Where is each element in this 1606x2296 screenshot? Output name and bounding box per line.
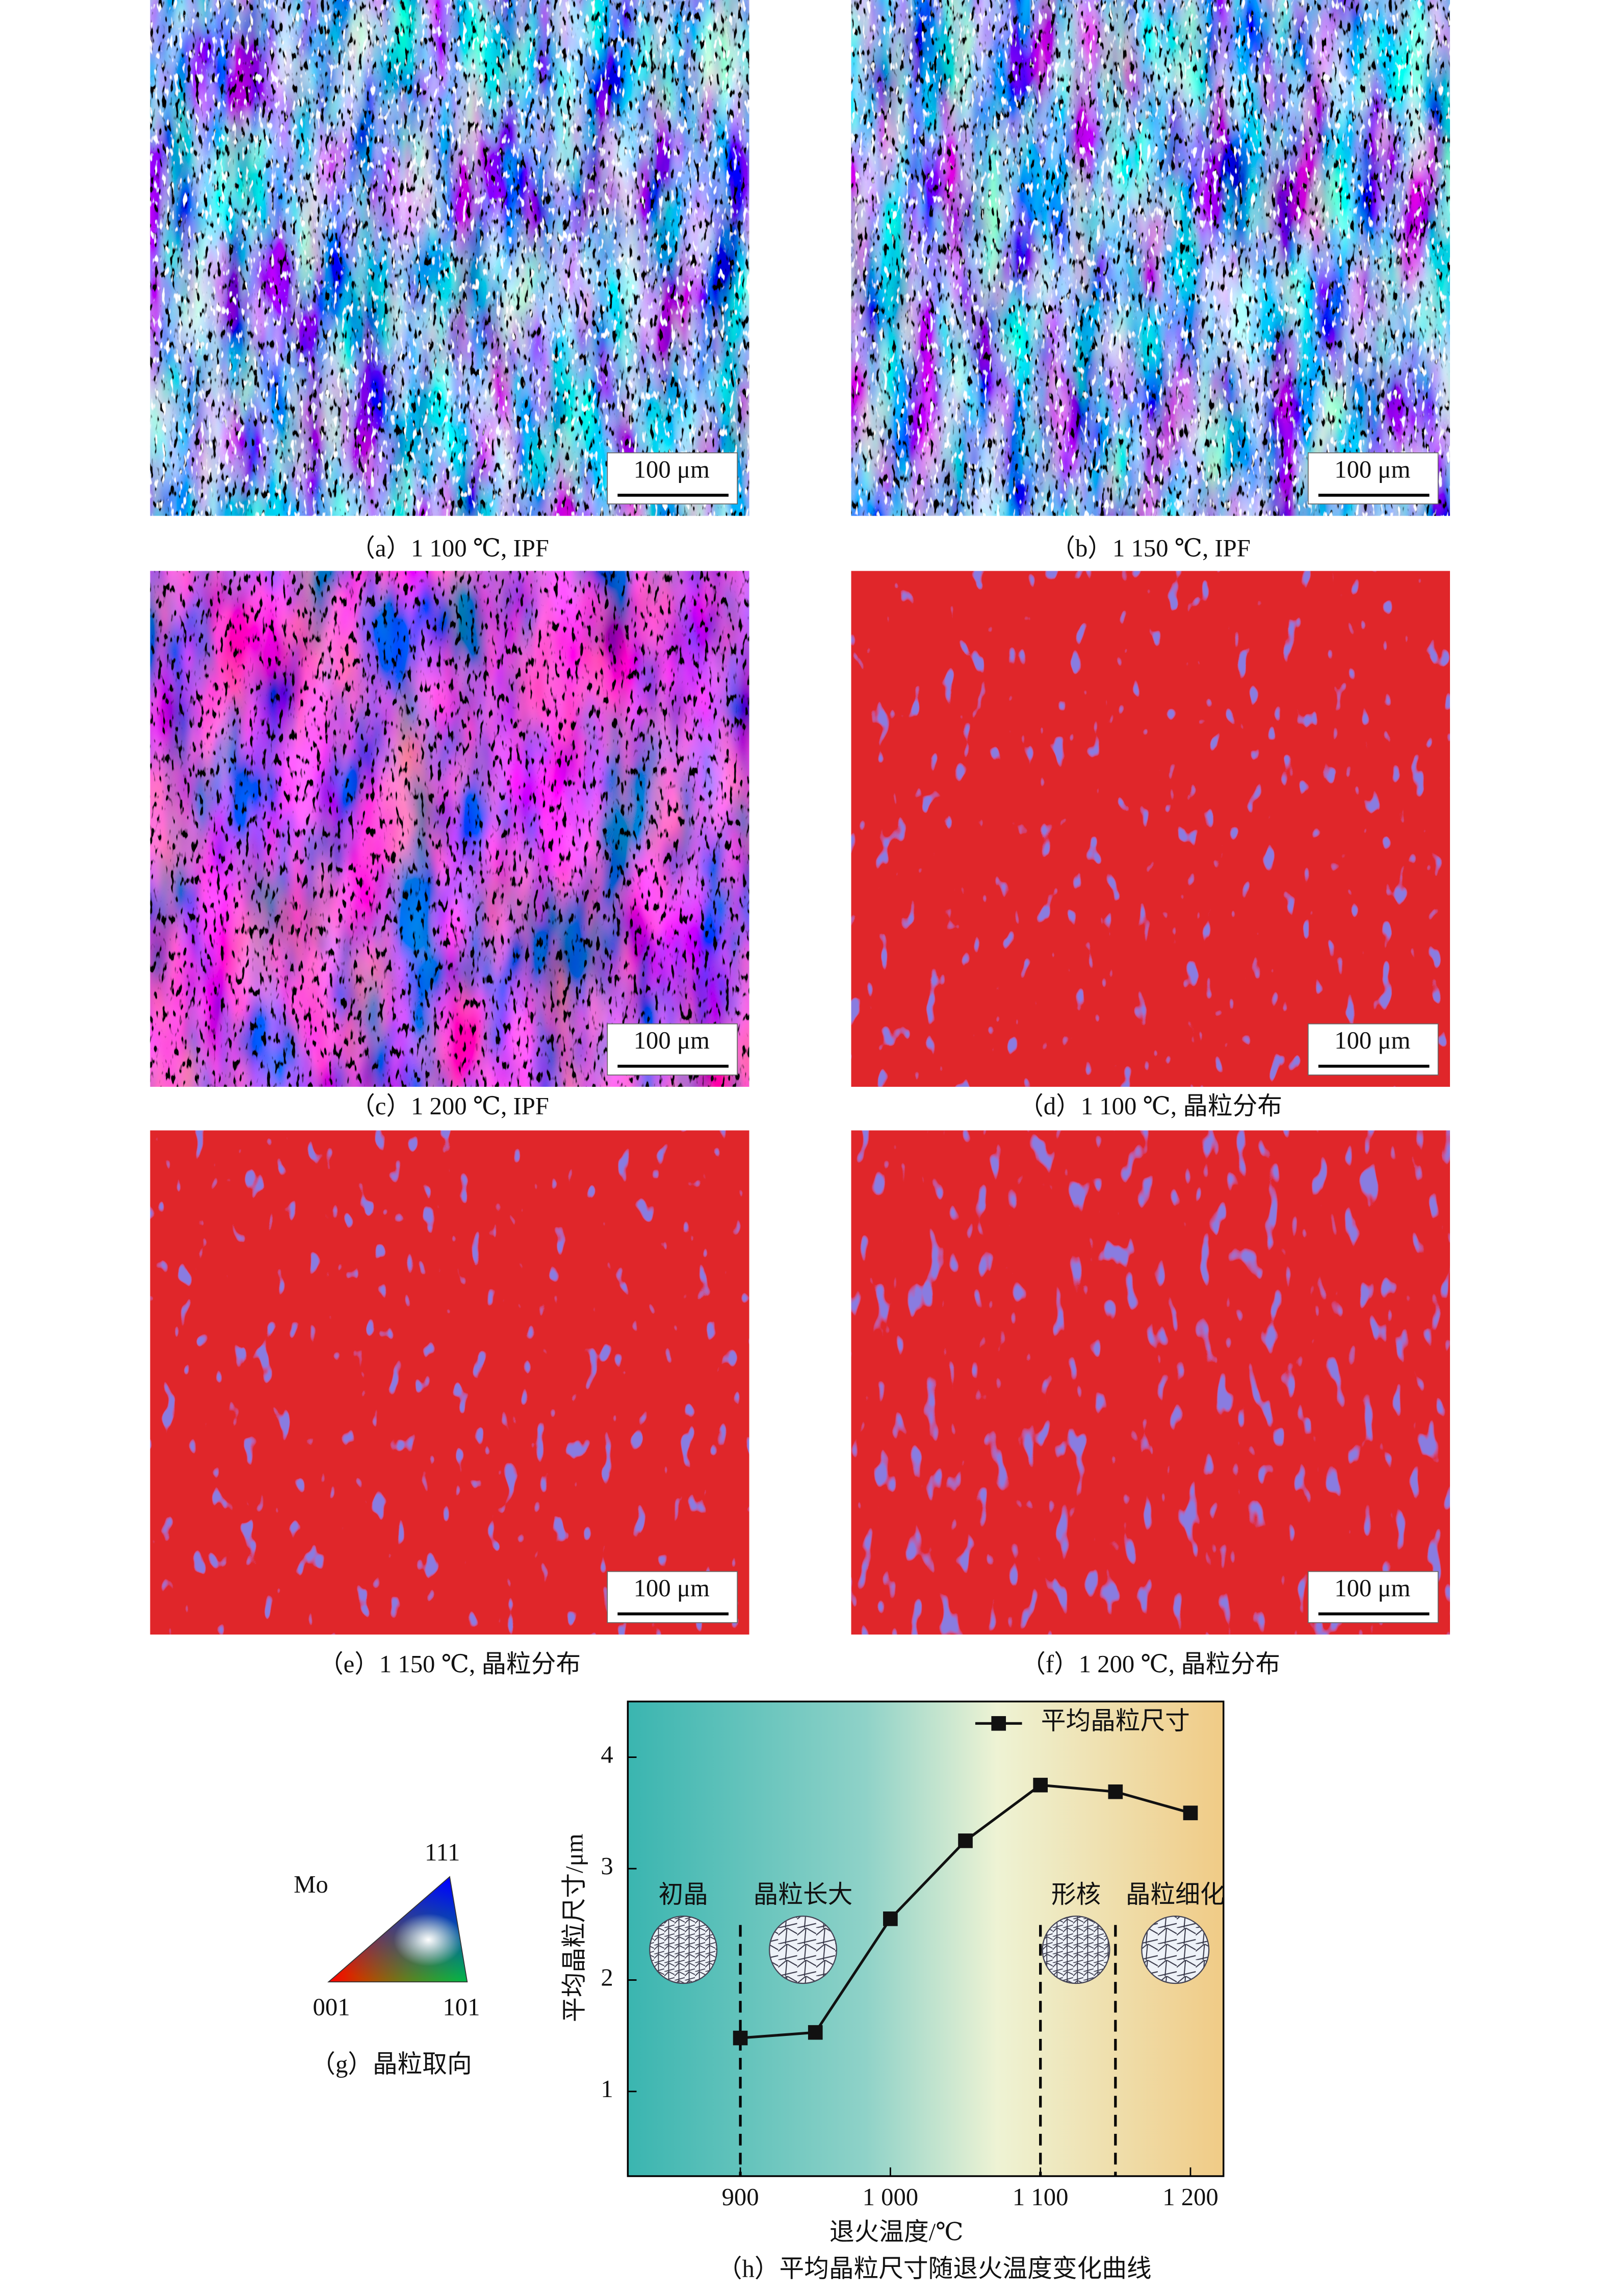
grain-icon: [1042, 1916, 1110, 1984]
x-tick-label: 1 100: [1013, 2183, 1069, 2211]
chart-caption: （h）平均晶粒尺寸随退火温度变化曲线: [717, 2255, 1152, 2282]
micrograph: [150, 0, 749, 516]
data-marker: [808, 2025, 823, 2040]
data-marker: [958, 1833, 973, 1848]
grain-icon: [649, 1916, 718, 1984]
y-tick-label: 4: [601, 1741, 613, 1769]
micrograph: [150, 571, 749, 1087]
panel-caption: （c）1 200 ℃, IPF: [350, 1092, 549, 1120]
stage-label: 初晶: [659, 1881, 708, 1908]
x-tick-label: 900: [722, 2183, 759, 2211]
y-tick-label: 1: [601, 2075, 613, 2103]
micrograph-panel: 100 μm: [150, 0, 749, 516]
y-tick-label: 3: [601, 1852, 613, 1880]
panel-caption: （a）1 100 ℃, IPF: [350, 534, 549, 562]
micrograph-panel: 100 μm: [851, 571, 1450, 1087]
stage-label: 晶粒细化: [1126, 1881, 1225, 1908]
panel-caption: （d）1 100 ℃, 晶粒分布: [1019, 1092, 1282, 1120]
stage-label: 形核: [1051, 1881, 1101, 1908]
y-tick-label: 2: [601, 1964, 613, 1992]
micrograph-panel: 100 μm: [851, 1130, 1450, 1635]
scale-bar-label: 100 μm: [1334, 1027, 1410, 1054]
micrograph: [851, 1130, 1450, 1635]
x-tick-label: 1 000: [863, 2183, 919, 2211]
grain-icon: [1141, 1916, 1210, 1984]
panel-caption: （e）1 150 ℃, 晶粒分布: [319, 1650, 581, 1678]
micrograph-panel: 100 μm: [150, 1130, 749, 1635]
scale-bar-label: 100 μm: [634, 1027, 710, 1054]
plot-frame: [627, 1700, 1225, 2177]
micrograph: [150, 1130, 749, 1635]
data-marker: [1108, 1784, 1123, 1799]
y-axis-label: 平均晶粒尺寸/μm: [560, 1833, 588, 2022]
grain-icon: [768, 1916, 838, 1984]
micrograph-panel: 100 μm: [150, 571, 749, 1087]
panel-caption: （g）晶粒取向: [310, 2050, 472, 2078]
scale-bar-label: 100 μm: [634, 1574, 710, 1602]
panel-caption: （f）1 200 ℃, 晶粒分布: [1021, 1650, 1280, 1678]
micrograph: [851, 571, 1450, 1087]
micrograph-panel: 100 μm: [851, 0, 1450, 516]
ipf-vertex: 101: [443, 1994, 480, 2021]
legend-label: 平均晶粒尺寸: [1041, 1707, 1190, 1734]
scale-bar-label: 100 μm: [634, 455, 710, 483]
ipf-vertex: 001: [313, 1994, 350, 2021]
micrograph: [851, 0, 1450, 516]
ipf-material: Mo: [294, 1871, 328, 1898]
data-marker: [1033, 1777, 1048, 1793]
ipf-triangle-white: [327, 1876, 468, 1982]
legend-marker: [991, 1716, 1006, 1731]
data-marker: [883, 1911, 898, 1926]
scale-bar-label: 100 μm: [1334, 1574, 1410, 1602]
ipf-vertex: 111: [425, 1839, 460, 1866]
plot-background: [628, 1701, 1224, 2176]
panel-caption: （b）1 150 ℃, IPF: [1050, 534, 1251, 562]
stage-label: 晶粒长大: [754, 1881, 853, 1908]
data-marker: [1183, 1805, 1198, 1821]
scale-bar-label: 100 μm: [1334, 455, 1410, 483]
x-tick-label: 1 200: [1162, 2183, 1219, 2211]
x-axis-label: 退火温度/℃: [830, 2218, 964, 2246]
data-marker: [733, 2030, 748, 2046]
